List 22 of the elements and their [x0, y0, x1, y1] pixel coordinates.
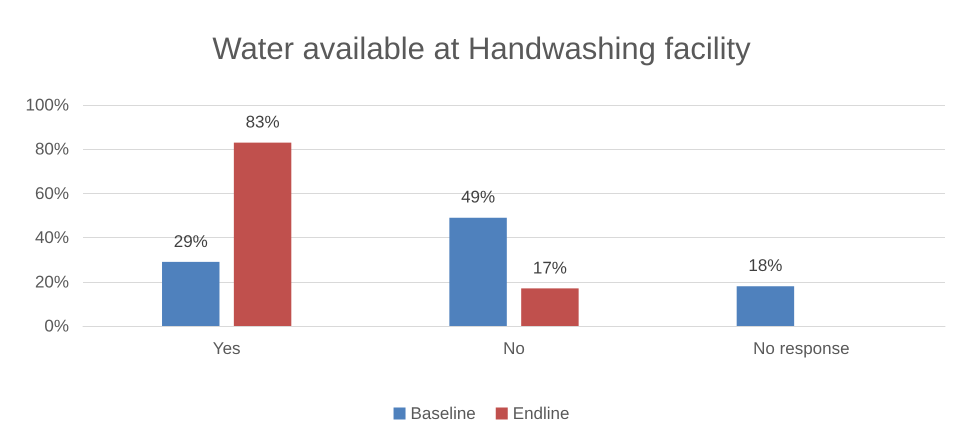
data-label: 49%: [461, 188, 496, 207]
x-tick-label: Yes: [212, 339, 241, 358]
data-label: 83%: [246, 112, 280, 132]
x-tick-label: No: [503, 339, 525, 358]
bar: [521, 288, 579, 326]
y-tick-label: 80%: [34, 140, 69, 159]
y-tick-label: 20%: [34, 272, 69, 292]
y-tick-label: 0%: [44, 316, 69, 336]
x-tick-label: No response: [753, 339, 850, 358]
y-tick-label: 100%: [26, 96, 69, 114]
chart-title: Water available at Handwashing facility: [212, 31, 752, 66]
data-label: 29%: [174, 232, 208, 251]
data-label: 17%: [532, 258, 567, 278]
data-label: 18%: [748, 256, 782, 276]
bar: [162, 262, 220, 326]
y-tick-label: 40%: [34, 228, 69, 248]
legend-label: Baseline: [410, 404, 476, 423]
legend-label: Endline: [512, 404, 570, 423]
bar: [234, 142, 292, 326]
bar: [449, 218, 507, 326]
y-tick-label: 60%: [34, 184, 69, 203]
bar: [736, 286, 794, 326]
